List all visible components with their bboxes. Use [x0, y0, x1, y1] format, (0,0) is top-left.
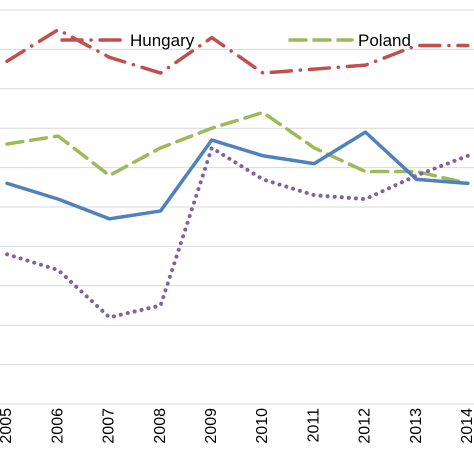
data-point — [416, 179, 417, 180]
x-tick-label: 2009 — [203, 408, 220, 444]
data-point — [58, 199, 59, 200]
data-point — [416, 171, 417, 172]
x-tick-label: 2006 — [49, 408, 66, 444]
data-point — [160, 305, 161, 306]
data-point — [263, 73, 264, 74]
data-point — [211, 140, 212, 141]
data-point — [160, 73, 161, 74]
data-point — [314, 195, 315, 196]
data-point — [365, 199, 366, 200]
gridlines — [0, 9, 474, 405]
data-point — [58, 270, 59, 271]
x-tick-label: 2012 — [357, 408, 374, 444]
x-tick-label: 2014 — [459, 408, 474, 444]
data-point — [263, 112, 264, 113]
data-point — [58, 29, 59, 30]
data-point — [263, 155, 264, 156]
data-point — [109, 317, 110, 318]
data-point — [263, 179, 264, 180]
legend: Hungary Poland — [60, 31, 411, 50]
data-point — [211, 147, 212, 148]
data-point — [211, 128, 212, 129]
data-point — [365, 171, 366, 172]
data-point — [109, 57, 110, 58]
data-point — [365, 65, 366, 66]
data-point — [109, 175, 110, 176]
data-point — [467, 45, 468, 46]
data-point — [467, 183, 468, 184]
data-point — [7, 143, 8, 144]
x-tick-label: 2005 — [0, 408, 15, 444]
legend-label: Hungary — [130, 31, 195, 50]
x-tick-label: 2008 — [152, 408, 169, 444]
data-point — [416, 175, 417, 176]
data-point — [7, 61, 8, 62]
data-point — [365, 132, 366, 133]
data-point — [58, 136, 59, 137]
series-lines — [5, 27, 470, 320]
series-line-hungary — [5, 27, 470, 75]
data-point — [7, 254, 8, 255]
x-tick-label: 2011 — [305, 408, 322, 443]
data-point — [160, 210, 161, 211]
x-tick-label: 2013 — [408, 408, 425, 444]
series-line-unlabeled-2 — [5, 130, 470, 221]
series-line-poland — [5, 110, 470, 186]
data-point — [7, 183, 8, 184]
data-point — [416, 45, 417, 46]
data-point — [109, 218, 110, 219]
x-tick-label: 2007 — [101, 408, 118, 444]
data-point — [314, 147, 315, 148]
data-point — [314, 163, 315, 164]
data-point — [160, 147, 161, 148]
x-tick-label: 2010 — [254, 408, 271, 444]
x-axis-tick-labels: 2005 2006 2007 2008 2009 2010 2011 2012 2013 2014 — [0, 408, 474, 444]
data-point — [211, 37, 212, 38]
data-point — [467, 155, 468, 156]
series-line-unlabeled-3 — [5, 145, 470, 320]
data-point — [314, 69, 315, 70]
legend-label: Poland — [358, 31, 411, 50]
